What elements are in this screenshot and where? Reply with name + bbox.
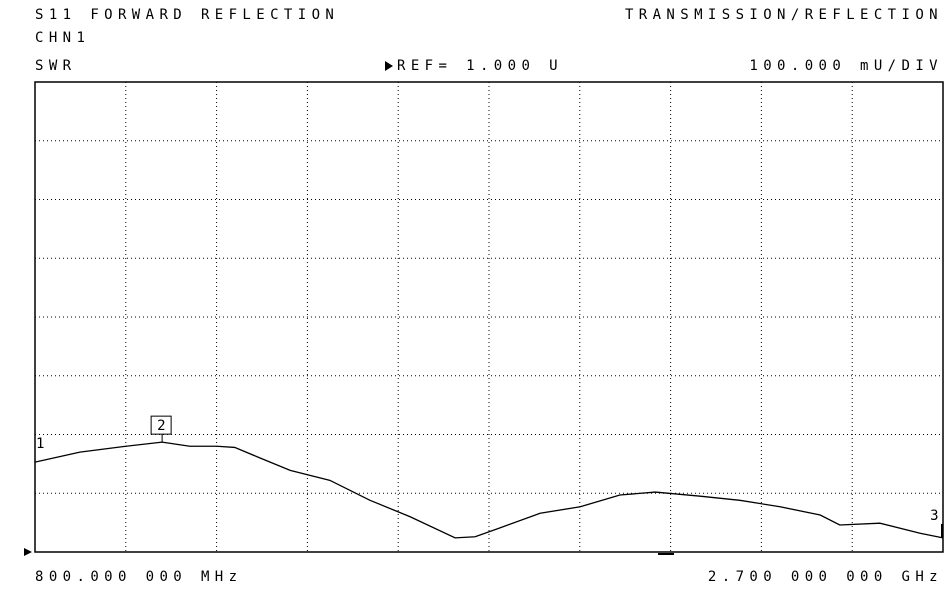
mode-label: TRANSMISSION/REFLECTION xyxy=(625,7,943,23)
stop-label: 2.700 000 000 GHz xyxy=(708,569,943,585)
start-label: 800.000 000 MHz xyxy=(35,569,242,585)
reference-label: REF= 1.000 U xyxy=(397,58,563,74)
channel-label: CHN1 xyxy=(35,30,90,46)
marker-box xyxy=(150,415,172,435)
ref-position-arrow xyxy=(24,548,32,556)
marker-label: 1 xyxy=(36,436,50,452)
trace xyxy=(34,441,944,539)
format-label: SWR xyxy=(35,58,77,74)
marker-label: 3 xyxy=(930,508,944,524)
chart-title: S11 FORWARD REFLECTION xyxy=(35,7,339,23)
marker-label: 2 xyxy=(157,418,171,434)
scale-label: 100.000 mU/DIV xyxy=(749,58,943,74)
ref-arrow xyxy=(385,61,393,71)
